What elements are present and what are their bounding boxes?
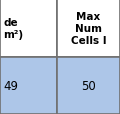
Text: 49: 49 (3, 79, 18, 92)
Text: de
m²): de m²) (3, 18, 23, 39)
Text: Max
Num
Cells I: Max Num Cells I (71, 12, 106, 45)
Bar (0, 57, 57, 114)
Bar (57, 57, 120, 114)
Bar (0, 0, 57, 57)
Bar (57, 0, 120, 57)
Text: 50: 50 (81, 79, 96, 92)
